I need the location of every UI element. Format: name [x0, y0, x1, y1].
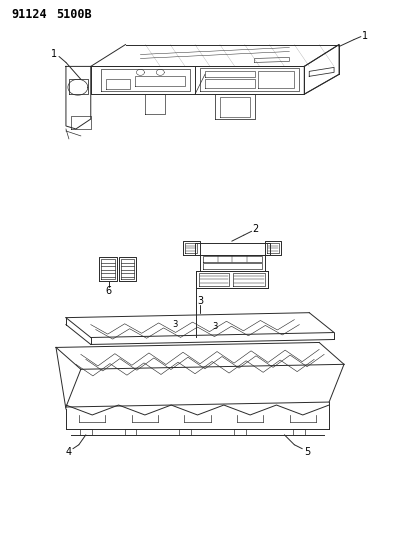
Text: 1: 1 — [51, 50, 57, 60]
Text: 3: 3 — [197, 296, 203, 306]
Text: 4: 4 — [66, 447, 72, 457]
Text: 6: 6 — [105, 286, 112, 296]
Text: 2: 2 — [253, 224, 259, 235]
Text: 3: 3 — [212, 322, 218, 331]
Text: 91124: 91124 — [11, 8, 47, 21]
Text: 1: 1 — [362, 30, 368, 41]
Text: 5100B: 5100B — [56, 8, 92, 21]
Text: 3: 3 — [172, 320, 178, 329]
Text: 5: 5 — [304, 447, 310, 457]
